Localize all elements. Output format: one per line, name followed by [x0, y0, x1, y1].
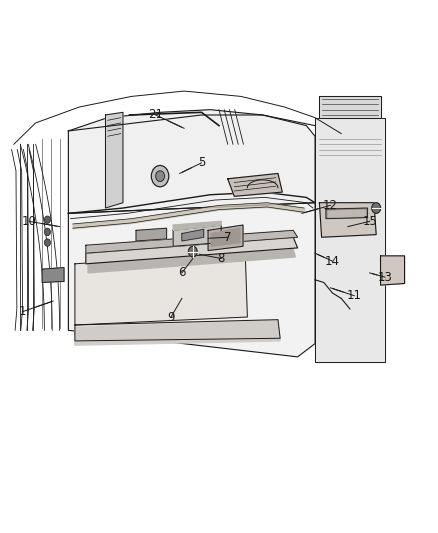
Polygon shape [173, 225, 221, 246]
Polygon shape [75, 252, 247, 325]
Circle shape [44, 239, 50, 246]
Polygon shape [88, 249, 295, 273]
Polygon shape [182, 229, 204, 241]
Polygon shape [319, 96, 381, 118]
Text: 15: 15 [362, 215, 377, 228]
Text: 7: 7 [224, 231, 231, 244]
Polygon shape [315, 118, 385, 362]
Text: 8: 8 [218, 252, 225, 265]
Text: 12: 12 [323, 199, 338, 212]
Polygon shape [86, 237, 297, 264]
Polygon shape [86, 230, 297, 253]
Text: 10: 10 [21, 215, 36, 228]
Polygon shape [106, 112, 123, 208]
Circle shape [44, 228, 50, 236]
Text: 5: 5 [198, 156, 205, 169]
Text: 1: 1 [19, 305, 26, 318]
Polygon shape [319, 203, 376, 237]
Polygon shape [328, 210, 365, 217]
Polygon shape [68, 110, 315, 213]
Polygon shape [211, 228, 240, 246]
Polygon shape [42, 268, 64, 282]
Text: 6: 6 [178, 266, 186, 279]
Polygon shape [381, 256, 405, 285]
Circle shape [188, 246, 197, 257]
Text: 21: 21 [148, 109, 163, 122]
Polygon shape [228, 173, 283, 196]
Text: 13: 13 [378, 271, 392, 284]
Polygon shape [136, 228, 166, 241]
Circle shape [155, 171, 164, 181]
Circle shape [44, 216, 50, 223]
Text: 9: 9 [167, 311, 175, 324]
Polygon shape [68, 203, 315, 357]
Text: 11: 11 [347, 289, 362, 302]
Circle shape [372, 203, 381, 213]
Circle shape [151, 165, 169, 187]
Text: 14: 14 [325, 255, 340, 268]
Polygon shape [326, 208, 367, 219]
Polygon shape [75, 321, 280, 345]
Polygon shape [173, 221, 221, 230]
Polygon shape [208, 225, 243, 251]
Polygon shape [75, 320, 280, 341]
